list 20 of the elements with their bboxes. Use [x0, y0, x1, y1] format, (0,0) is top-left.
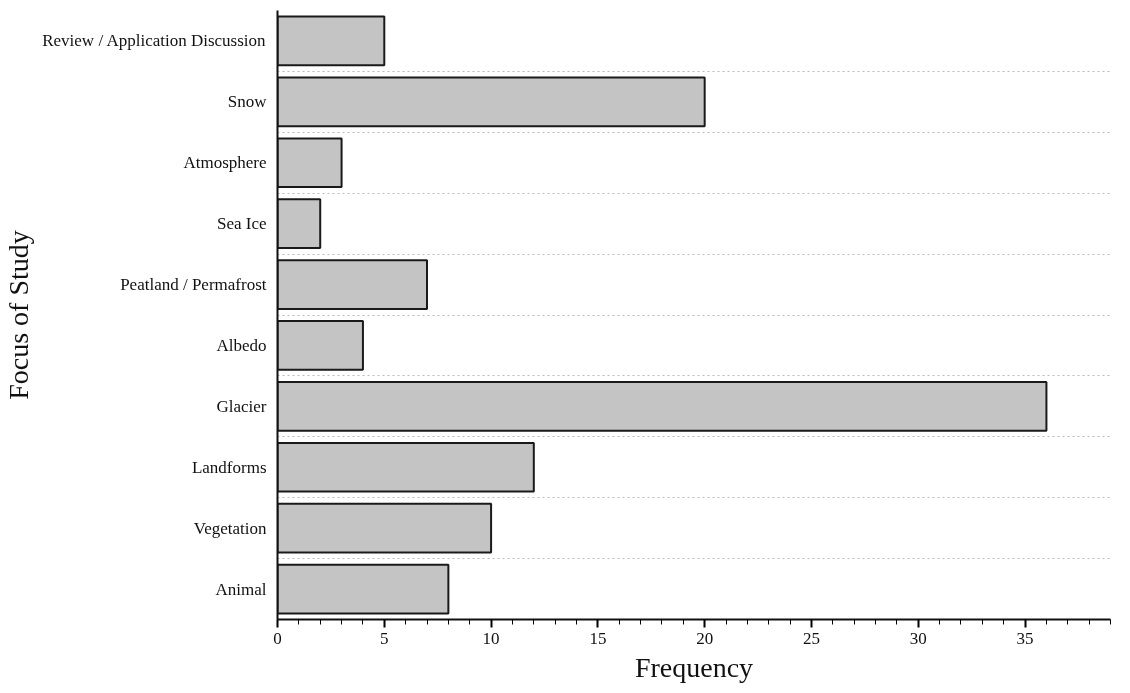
y-tick-label: Sea Ice — [216, 214, 267, 234]
x-axis-title: Frequency — [634, 651, 754, 683]
y-tick-label: Vegetation — [193, 518, 267, 538]
y-tick-label: Snow — [227, 92, 268, 112]
y-tick-label: Animal — [215, 579, 267, 599]
x-tick-label: 25 — [802, 628, 820, 648]
y-tick-label: Glacier — [216, 396, 267, 416]
x-tick-label: 5 — [380, 628, 389, 648]
x-tick-label: 0 — [273, 628, 282, 648]
x-tick-label: 15 — [589, 628, 607, 648]
y-axis-title: Focus of Study — [3, 230, 35, 400]
y-tick-label: Albedo — [216, 335, 267, 355]
y-tick-label: Atmosphere — [183, 153, 267, 173]
y-tick-label: Review / Application Discussion — [42, 31, 267, 51]
y-tick-label: Peatland / Permafrost — [120, 275, 267, 295]
y-tick-label: Landforms — [191, 457, 267, 477]
x-tick-label: 10 — [482, 628, 500, 648]
x-tick-label: 35 — [1016, 628, 1034, 648]
x-tick-label: 20 — [696, 628, 714, 648]
x-tick-label: 30 — [909, 628, 927, 648]
